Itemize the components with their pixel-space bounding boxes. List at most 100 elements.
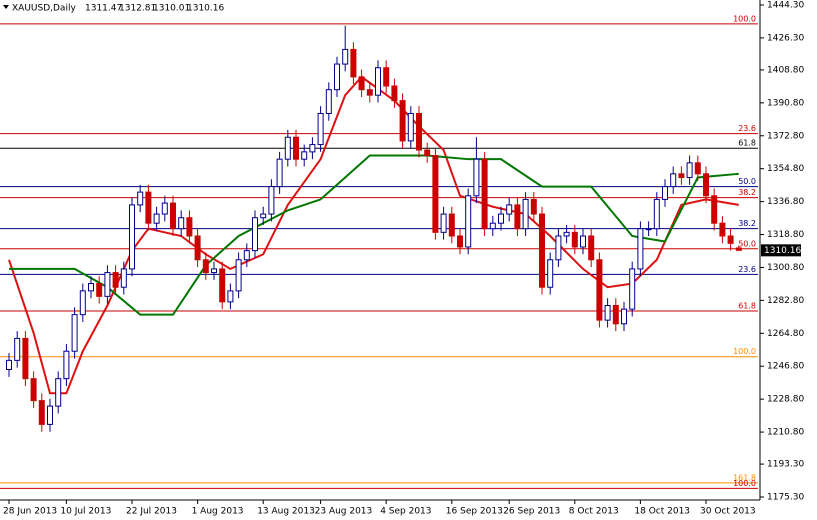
candle-body xyxy=(694,162,701,175)
y-tick-label: 1372.80 xyxy=(767,131,804,141)
candle-body xyxy=(301,151,308,160)
fib-label: 38.2 xyxy=(738,219,756,228)
candle-body xyxy=(235,259,242,292)
candle-body xyxy=(473,158,480,197)
candle-body xyxy=(178,217,185,230)
fib-label: 61.8 xyxy=(738,139,756,148)
y-tick-label: 1246.80 xyxy=(767,362,804,372)
candle-body xyxy=(686,162,693,178)
candle-body xyxy=(440,213,447,233)
y-tick-label: 1264.80 xyxy=(767,329,804,339)
fib-label: 100.0 xyxy=(733,347,756,356)
candle-body xyxy=(465,195,472,248)
candle-body xyxy=(342,48,349,65)
candle-body xyxy=(645,228,652,231)
candle-body xyxy=(293,136,299,160)
chart-title: XAUUSD,Daily xyxy=(12,4,76,14)
fib-label: 38.2 xyxy=(738,188,756,197)
candle-body xyxy=(703,173,709,197)
x-tick-label: 22 Jul 2013 xyxy=(126,507,177,517)
y-tick-label: 1300.80 xyxy=(767,263,804,273)
candle-body xyxy=(662,186,668,200)
x-tick-label: 13 Aug 2013 xyxy=(257,507,315,517)
candle-body xyxy=(571,231,578,248)
candle-body xyxy=(137,191,144,206)
candle-body xyxy=(563,231,570,237)
candle-body xyxy=(219,268,226,303)
candle-body xyxy=(375,67,381,96)
candle-body xyxy=(88,283,94,292)
candle-body xyxy=(55,378,62,407)
y-tick-label: 1282.80 xyxy=(767,296,804,306)
fib-label: 50.0 xyxy=(738,239,756,248)
candle-body xyxy=(350,48,357,78)
candle-body xyxy=(161,202,168,215)
candle-body xyxy=(481,158,488,230)
candle-body xyxy=(416,112,422,151)
candle-body xyxy=(399,100,406,142)
indicator-line xyxy=(8,75,739,395)
fib-label: 100.0 xyxy=(733,14,756,23)
candle-body xyxy=(276,158,283,188)
candle-body xyxy=(309,144,316,153)
candle-body xyxy=(153,213,160,224)
candle-body xyxy=(145,191,152,224)
candle-body xyxy=(334,63,340,91)
y-tick-label: 1354.80 xyxy=(767,164,804,174)
candle-body xyxy=(358,76,365,91)
candle-body xyxy=(539,213,545,288)
candle-body xyxy=(448,213,455,237)
y-tick-label: 1408.80 xyxy=(767,65,804,75)
candle-body xyxy=(719,222,726,237)
candle-body xyxy=(366,89,373,96)
candle-body xyxy=(112,272,119,288)
price-tag xyxy=(761,244,801,257)
ohlc-value: 1312.81 xyxy=(119,4,156,14)
candle-body xyxy=(63,350,70,380)
y-tick-label: 1210.80 xyxy=(767,428,804,438)
x-tick-label: 28 Jun 2013 xyxy=(3,507,57,517)
candle-body xyxy=(129,204,135,270)
candle-body xyxy=(424,149,431,157)
candle-body xyxy=(383,67,390,87)
fib-label: 100.0 xyxy=(733,479,756,488)
y-tick-label: 1193.30 xyxy=(767,460,804,470)
candle-body xyxy=(506,204,513,215)
candle-body xyxy=(432,155,439,233)
candle-body xyxy=(243,250,250,261)
candle-body xyxy=(621,308,627,325)
y-tick-label: 1390.80 xyxy=(767,98,804,108)
candle-body xyxy=(580,235,586,248)
candle-body xyxy=(79,290,86,316)
candle-body xyxy=(120,268,127,288)
candle-body xyxy=(489,222,496,230)
candle-body xyxy=(284,136,291,160)
candle-body xyxy=(268,186,275,215)
price-tag-label: 1310.16 xyxy=(764,246,801,256)
candle-body xyxy=(555,235,562,261)
candle-body xyxy=(30,378,37,402)
candle-body xyxy=(407,112,414,142)
y-tick-label: 1426.30 xyxy=(767,33,804,43)
candle-body xyxy=(22,337,29,380)
candle-body xyxy=(653,198,660,230)
y-tick-label: 1228.80 xyxy=(767,395,804,405)
candle-body xyxy=(227,290,234,303)
candle-body xyxy=(38,400,45,425)
candle-body xyxy=(391,85,398,102)
candle-body xyxy=(325,89,332,114)
candle-body xyxy=(14,337,21,361)
candle-body xyxy=(735,247,742,251)
x-tick-label: 30 Oct 2013 xyxy=(700,507,756,517)
candle-body xyxy=(47,405,53,425)
x-tick-label: 8 Oct 2013 xyxy=(569,507,619,517)
x-tick-label: 26 Sep 2013 xyxy=(503,507,560,517)
candle-body xyxy=(530,198,537,215)
candle-body xyxy=(612,305,619,325)
candle-body xyxy=(604,305,611,321)
ohlc-value: 1310.01 xyxy=(153,4,190,14)
candle-body xyxy=(6,359,12,371)
candle-body xyxy=(317,112,324,146)
